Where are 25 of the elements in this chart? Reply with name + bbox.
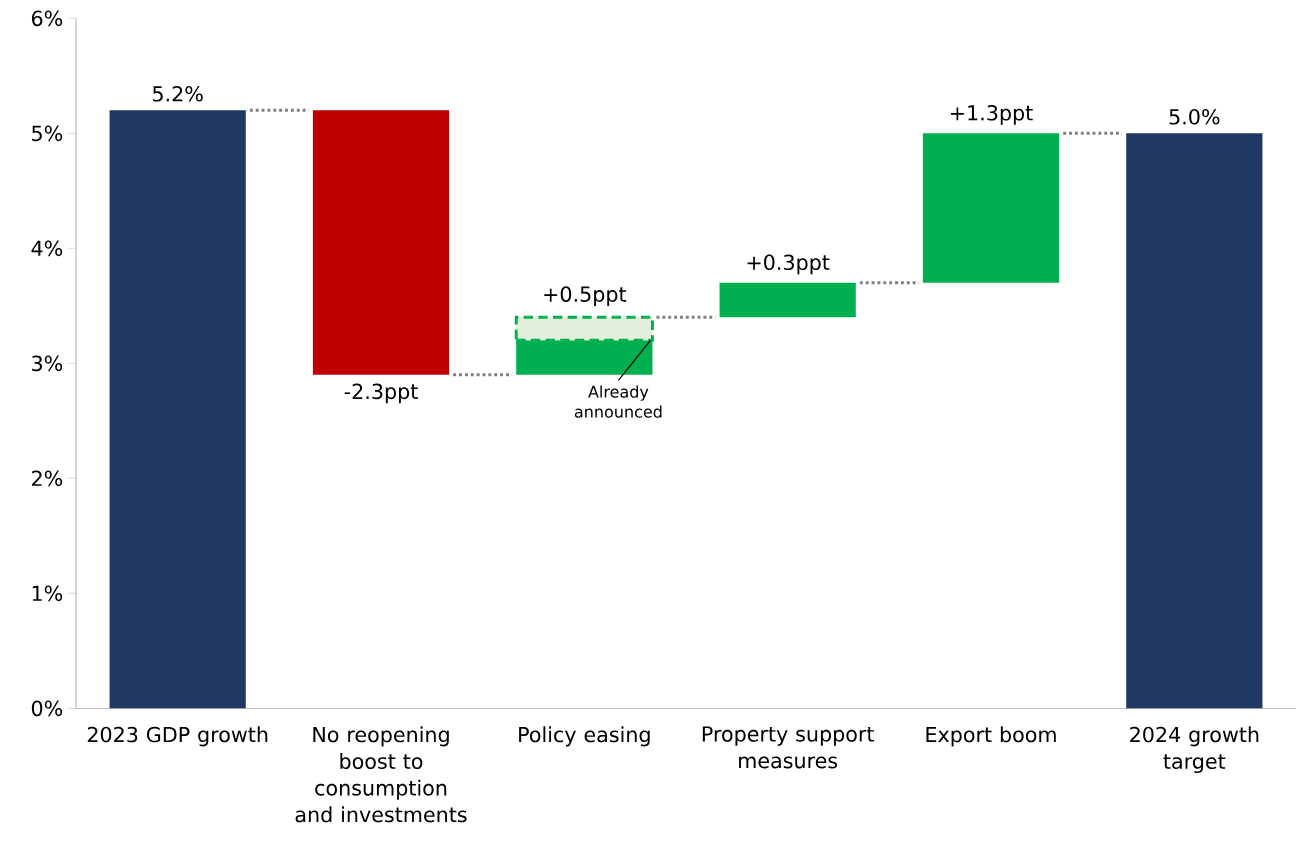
bar [922, 133, 1060, 283]
y-tick-label: 4% [31, 240, 63, 257]
y-tick-label: 5% [32, 125, 63, 142]
y-tick-label: 3% [32, 355, 63, 372]
data-label: +1.3ppt [950, 104, 1033, 125]
bar [312, 110, 450, 375]
x-tick-label: 2024 growth target [1130, 726, 1259, 774]
y-tick-label: 2% [32, 470, 63, 487]
annotation: Already announced [574, 385, 662, 418]
data-label: 5.2% [153, 86, 203, 102]
y-tick-label: 0% [31, 700, 63, 717]
annotation: +0.5ppt [544, 286, 627, 306]
x-tick-label: Property support measures [702, 726, 875, 769]
y-tick-label: 6% [31, 10, 63, 27]
data-label: 5.0% [1169, 109, 1220, 125]
x-tick-label: Export boom [926, 726, 1056, 747]
data-label: +0.3ppt [747, 254, 830, 275]
x-tick-label: 2023 GDP growth [87, 726, 268, 747]
y-tick-label: 1% [32, 585, 63, 602]
bar [1126, 133, 1263, 709]
data-label: -2.3ppt [344, 383, 418, 404]
bar [719, 282, 856, 318]
bar [109, 110, 246, 709]
x-tick-label: No reopening boost to consumption and investments [295, 726, 467, 823]
x-tick-label: Policy easing [519, 726, 650, 747]
